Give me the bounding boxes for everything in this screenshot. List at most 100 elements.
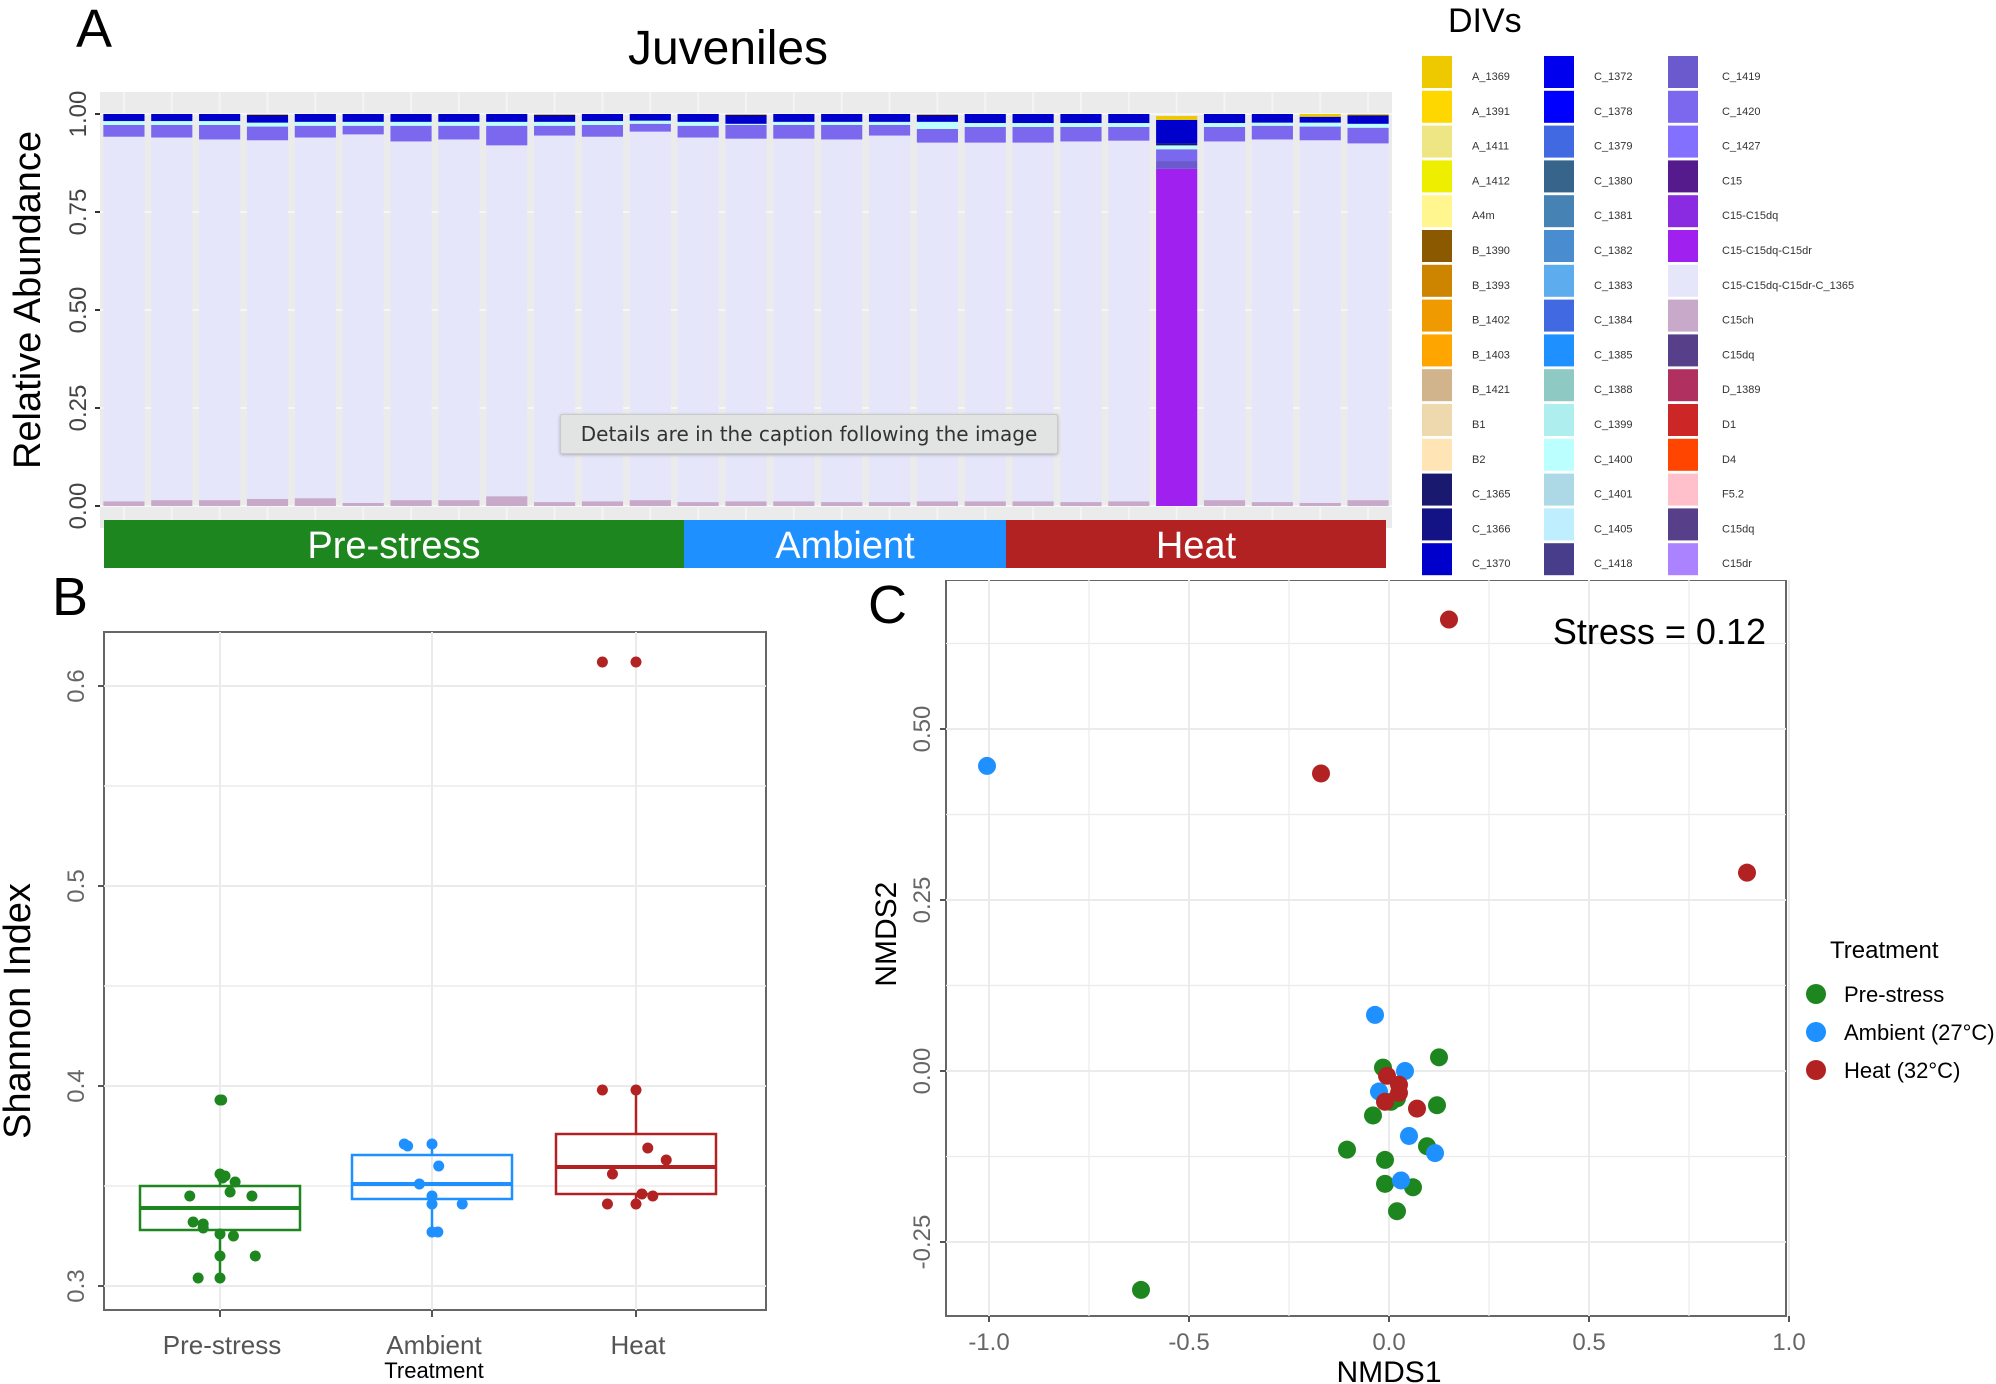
legend-label: C15-C15dq-C15dr-C_1365 bbox=[1722, 280, 1854, 292]
legend-swatch bbox=[1668, 90, 1698, 123]
bar-segment bbox=[629, 114, 671, 121]
x-axis-label: Treatment bbox=[384, 1358, 483, 1383]
x-axis-label: NMDS1 bbox=[1336, 1356, 1441, 1384]
legend-swatch bbox=[1422, 264, 1452, 297]
legend-swatch bbox=[1422, 90, 1452, 123]
legend-swatch bbox=[1668, 160, 1698, 193]
bar-segment bbox=[1251, 502, 1293, 506]
bar-segment bbox=[773, 121, 815, 125]
bar-segment bbox=[1203, 114, 1246, 124]
legend-swatch bbox=[1668, 125, 1698, 158]
legend-swatch bbox=[1544, 543, 1574, 576]
bar-segment bbox=[342, 134, 384, 503]
bar-segment bbox=[1251, 125, 1293, 140]
legend-swatch bbox=[1422, 543, 1452, 576]
stress-annotation: Stress = 0.12 bbox=[1553, 611, 1766, 652]
legend-swatch bbox=[1668, 334, 1698, 367]
data-point bbox=[660, 1154, 672, 1166]
bar-segment bbox=[103, 501, 145, 506]
panel-label-a: A bbox=[76, 0, 113, 59]
legend-label: B_1390 bbox=[1472, 245, 1510, 257]
y-tick-label: 0.00 bbox=[65, 483, 92, 530]
plot-area bbox=[945, 580, 1787, 1317]
bar-segment bbox=[773, 124, 815, 139]
bar-segment bbox=[294, 137, 336, 499]
nmds-scatter-chart: -1.0 -0.5 0.0 0.5 1.0 -0.25 0.00 0.25 0.50 NMDS1 N… bbox=[870, 580, 1995, 1384]
data-point bbox=[214, 1228, 226, 1240]
legend-label: C_1366 bbox=[1472, 523, 1511, 535]
bar-segment bbox=[1347, 127, 1389, 144]
legend-label: B_1421 bbox=[1472, 384, 1510, 396]
bar-segment bbox=[151, 114, 193, 122]
bar-segment bbox=[246, 126, 289, 141]
bar-segment bbox=[246, 140, 289, 499]
legend-label: D1 bbox=[1722, 419, 1736, 431]
bar-segment bbox=[1203, 141, 1246, 501]
legend-swatch bbox=[1668, 508, 1698, 541]
data-point bbox=[642, 1142, 654, 1154]
legend-title: DIVs bbox=[1448, 2, 1522, 40]
bar-segment bbox=[581, 114, 624, 122]
bar-segment bbox=[151, 124, 193, 138]
tooltip: Details are in the caption following the… bbox=[560, 414, 1058, 454]
legend-label: A_1411 bbox=[1472, 141, 1509, 153]
data-point bbox=[216, 1094, 228, 1106]
bar-segment bbox=[103, 124, 145, 137]
data-point bbox=[426, 1190, 438, 1202]
group-band-ambient bbox=[684, 520, 1006, 568]
legend-swatch bbox=[1422, 438, 1452, 471]
data-point bbox=[1408, 1099, 1426, 1118]
bar-segment bbox=[534, 502, 576, 506]
bar-segment bbox=[1156, 145, 1198, 150]
bar-segment bbox=[294, 114, 336, 122]
legend-label: B_1403 bbox=[1472, 349, 1510, 361]
bar-segment bbox=[1299, 116, 1341, 123]
x-tick-label: -0.5 bbox=[1168, 1329, 1209, 1356]
legend-swatch bbox=[1668, 438, 1698, 471]
legend-label: B1 bbox=[1472, 419, 1485, 431]
y-axis-label: Shannon Index bbox=[0, 883, 39, 1139]
bar-segment bbox=[1156, 115, 1198, 120]
legend-label: C_1379 bbox=[1594, 141, 1633, 153]
bar-segment bbox=[677, 502, 719, 506]
bar-segment bbox=[821, 502, 863, 506]
bar-segment bbox=[916, 114, 958, 115]
bar-segment bbox=[1299, 114, 1341, 117]
bar-segment bbox=[199, 139, 241, 501]
legend-swatch bbox=[1668, 230, 1698, 262]
bar-segment bbox=[725, 114, 767, 115]
bar-segment bbox=[438, 139, 480, 501]
bar-segment bbox=[916, 121, 958, 129]
bar-segment bbox=[1203, 126, 1246, 142]
y-tick-label: 1.00 bbox=[65, 91, 92, 138]
bar-segment bbox=[725, 123, 767, 125]
bar-segment bbox=[1251, 122, 1293, 126]
legend-label: D_1389 bbox=[1722, 384, 1761, 396]
bar-segment bbox=[773, 501, 815, 506]
bar-segment bbox=[103, 121, 145, 125]
data-point bbox=[630, 1084, 642, 1096]
data-point bbox=[1396, 1062, 1414, 1080]
bar-segment bbox=[1012, 123, 1054, 127]
data-point bbox=[432, 1226, 444, 1238]
bar-segment bbox=[773, 114, 815, 122]
y-tick-label: 0.50 bbox=[909, 706, 936, 753]
bar-segment bbox=[486, 145, 528, 497]
bar-segment bbox=[151, 121, 193, 125]
legend-label: C_1420 bbox=[1722, 106, 1761, 118]
bar-segment bbox=[486, 125, 528, 146]
bar-segment bbox=[1299, 126, 1341, 141]
x-tick-label: Pre-stress bbox=[163, 1330, 281, 1360]
legend-label: C_1418 bbox=[1594, 558, 1633, 570]
bar-segment bbox=[677, 121, 719, 126]
bar-segment bbox=[1012, 114, 1054, 124]
bar-segment bbox=[1156, 149, 1198, 162]
bar-segment bbox=[390, 125, 432, 142]
legend-label: C_1381 bbox=[1594, 210, 1633, 222]
bar-segment bbox=[438, 500, 480, 506]
legend-label: C_1427 bbox=[1722, 141, 1761, 153]
bar-segment bbox=[486, 121, 528, 126]
data-point bbox=[197, 1222, 209, 1234]
legend-label: C_1384 bbox=[1594, 315, 1633, 327]
bar-segment bbox=[390, 141, 432, 501]
